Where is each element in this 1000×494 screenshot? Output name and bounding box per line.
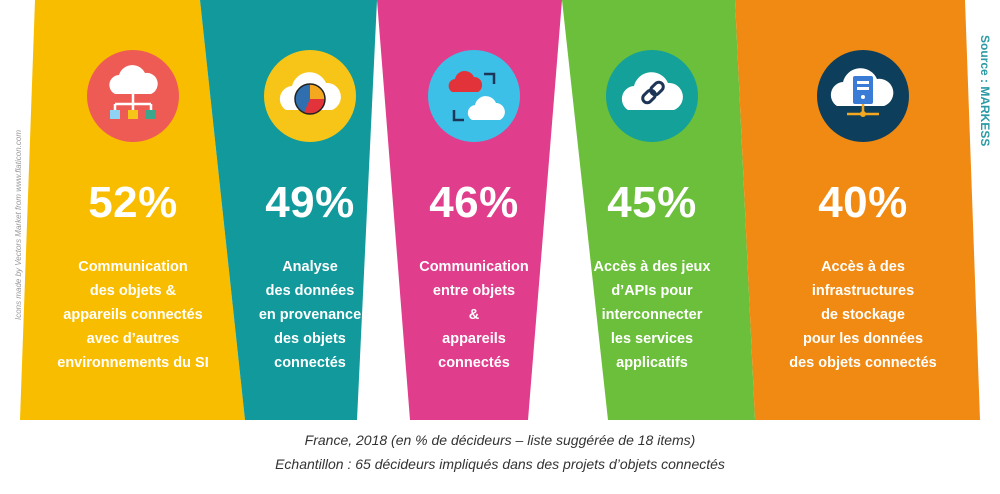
percentage-value: 52% [88,178,178,227]
stat-column-5: 40% Accès à des infrastructures de stock… [763,0,963,420]
stat-column-2: 49% Analyse des données en provenance de… [210,0,410,420]
icon-circle-1 [87,50,179,142]
icon-circle-5 [817,50,909,142]
icon-credit-text: Icons made by Vectors Market from www.fl… [14,130,23,320]
icon-circle-4 [606,50,698,142]
cloud-network-icon [109,65,158,119]
stat-description: Communication entre objets & appareils c… [419,259,529,371]
stat-column-3: 46% Communication entre objets & apparei… [374,0,574,420]
icon-circle-3 [428,50,520,142]
cloud-pie-chart-icon [279,72,341,115]
cloud-sync-icon [448,70,505,122]
stat-description: Communication des objets & appareils con… [57,259,209,371]
stat-description: Analyse des données en provenance des ob… [258,259,362,371]
percentage-value: 46% [429,178,519,227]
cloud-server-icon [830,68,894,117]
source-label: Source : MARKESS [978,35,994,165]
stat-description: Accès à des jeux d’APIs pour interconnec… [593,259,711,371]
footnote-line-2: Echantillon : 65 décideurs impliqués dan… [275,456,725,472]
panel-5-shape [735,0,980,420]
percentage-value: 49% [265,178,355,227]
stat-description: Accès à des infrastructures de stockage … [789,259,937,371]
percentage-value: 40% [818,178,908,227]
infographic: 52% Communication des objets & appareils… [4,0,994,420]
icon-circle-2 [264,50,356,142]
stat-column-1: 52% Communication des objets & appareils… [33,0,233,420]
source-text: Source : MARKESS [978,35,992,147]
icon-credit: Icons made by Vectors Market from www.fl… [4,60,23,320]
percentage-value: 45% [607,178,697,227]
stat-column-4: 45% Accès à des jeux d’APIs pour interco… [552,0,752,420]
cloud-link-icon [621,72,683,110]
panel-1-shape [20,0,245,420]
footnote-line-1: France, 2018 (en % de décideurs – liste … [304,432,696,448]
